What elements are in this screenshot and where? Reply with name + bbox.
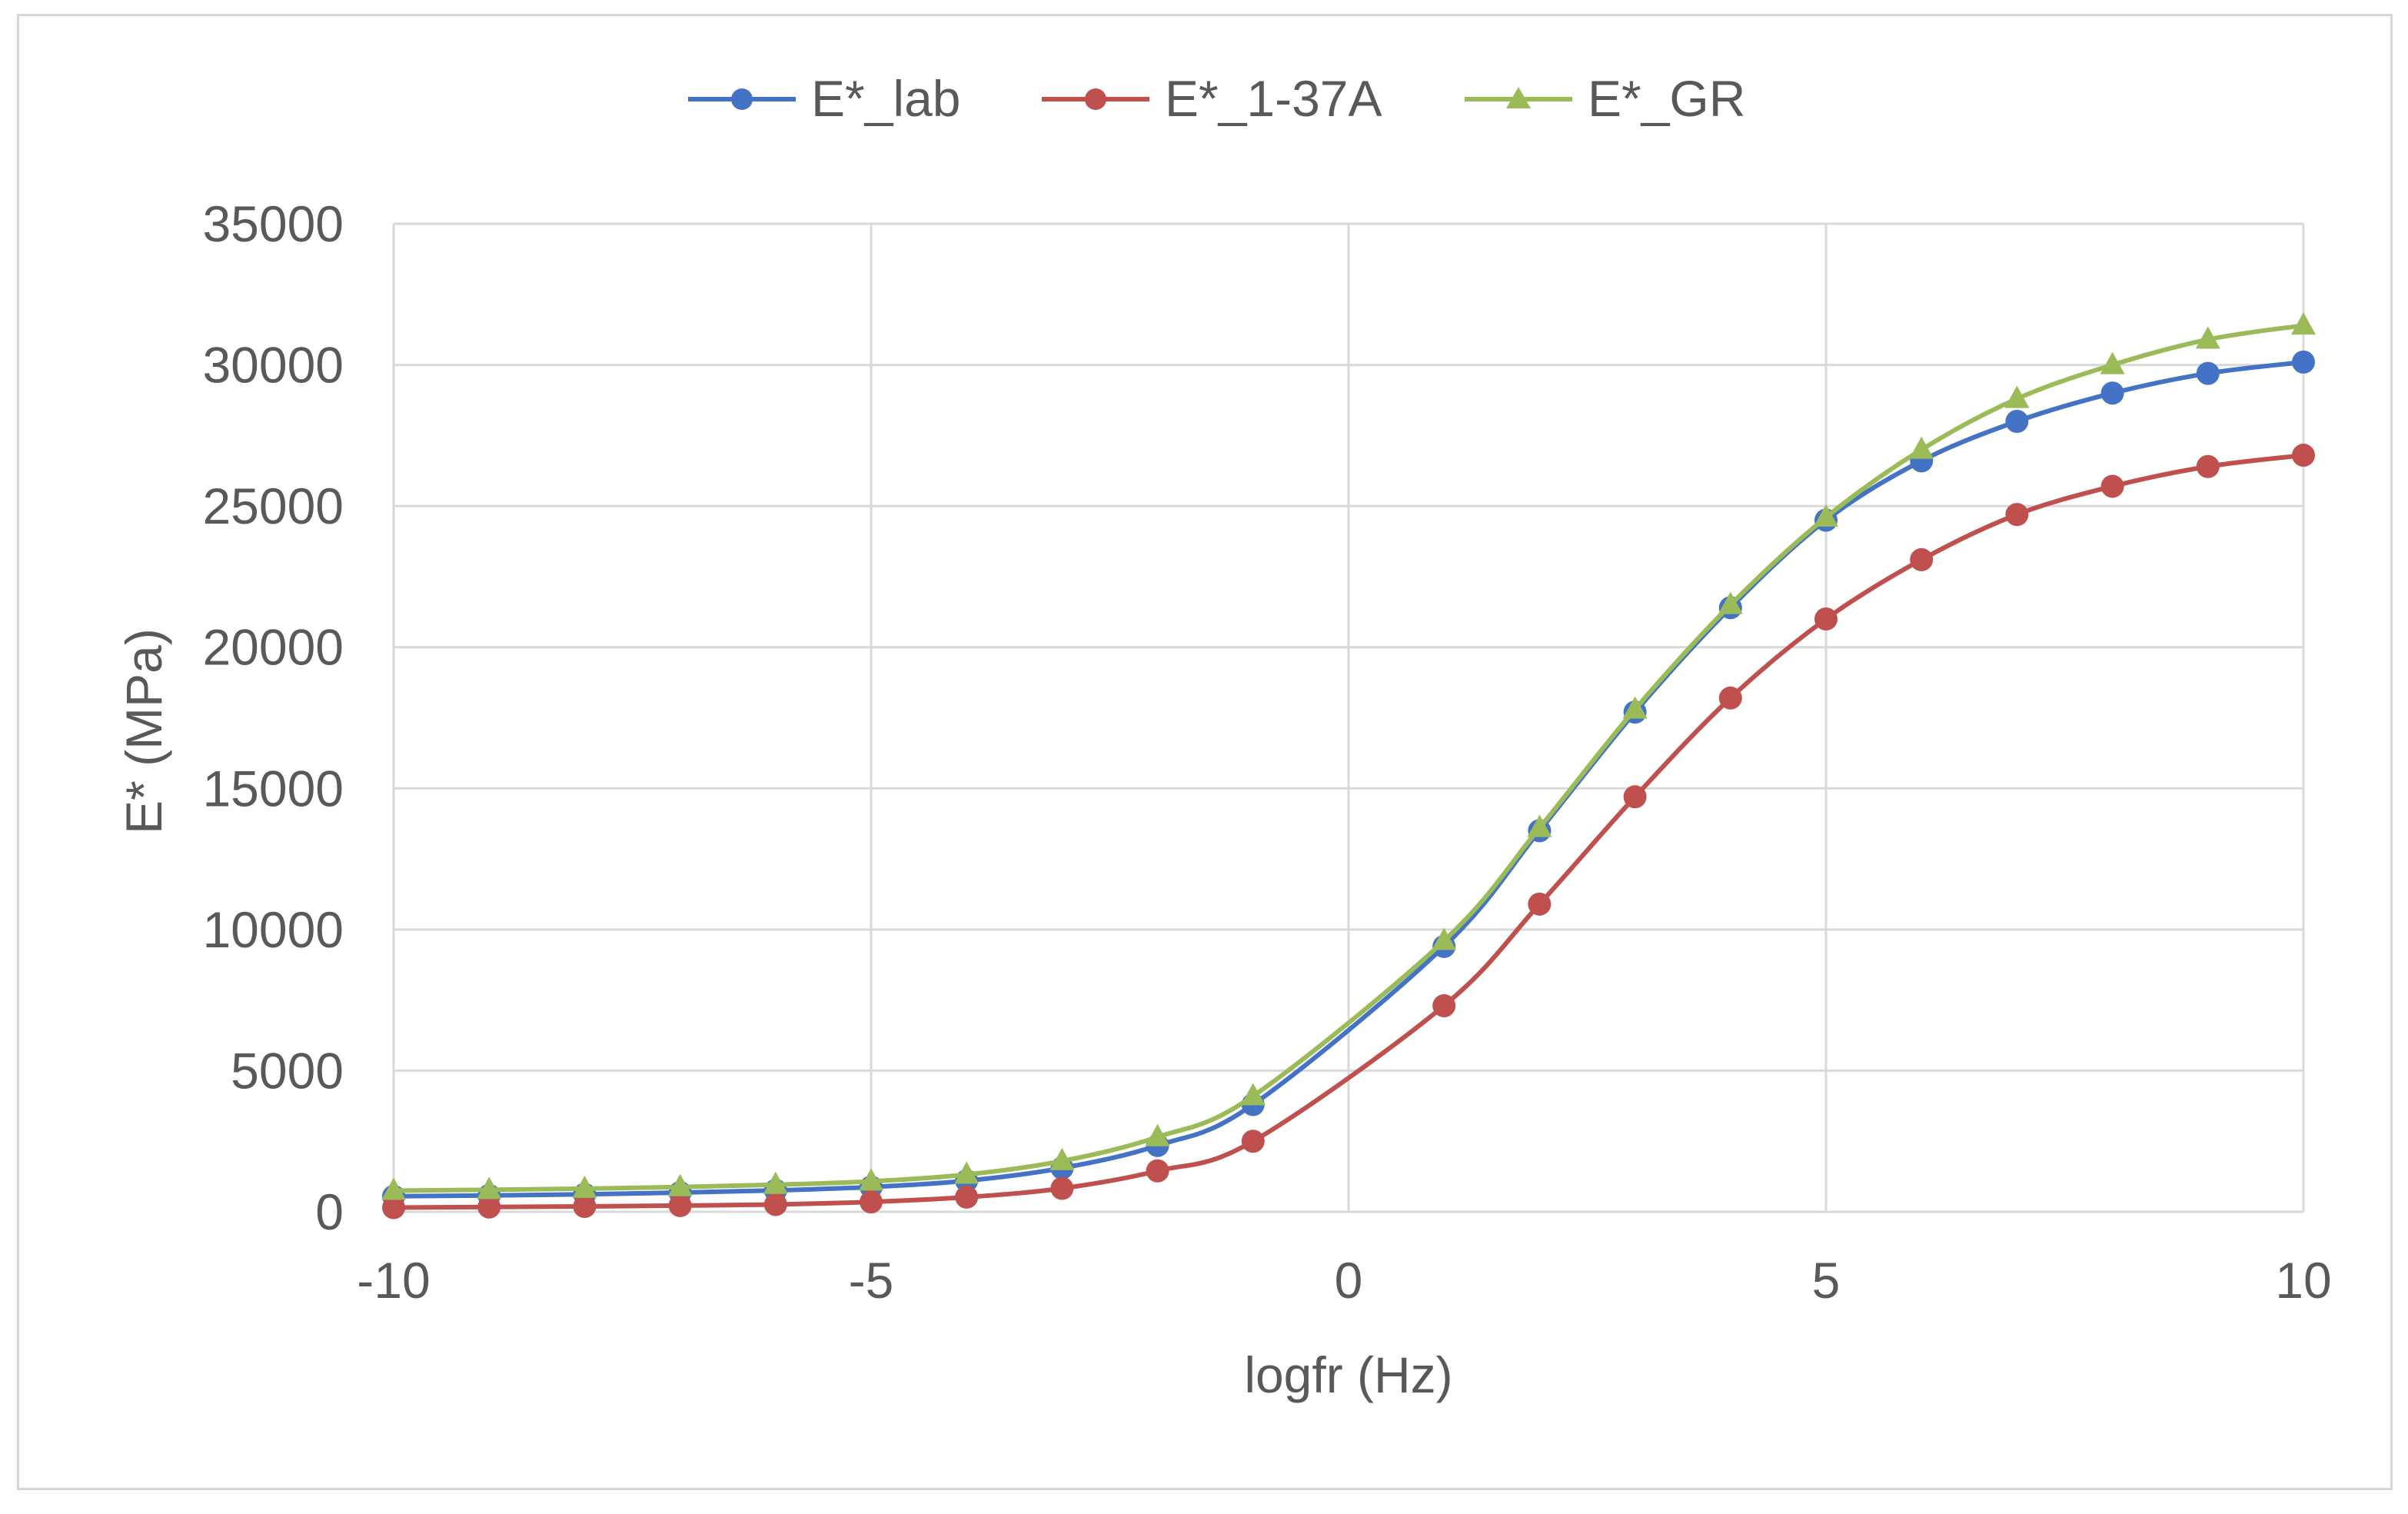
legend: E*_lab E*_1-37A E*_GR xyxy=(688,70,1745,127)
data-point xyxy=(2100,381,2124,405)
data-point xyxy=(1814,607,1838,631)
x-tick-label: -5 xyxy=(849,1252,894,1309)
data-point xyxy=(1240,1083,1266,1106)
data-point xyxy=(668,1193,692,1217)
tick-labels: 0 5000 10000 15000 20000 25000 30000 35000 -10 -5… xyxy=(202,195,2331,1309)
data-point xyxy=(954,1161,979,1184)
data-point xyxy=(1241,1130,1265,1153)
data-point xyxy=(2292,444,2315,468)
x-tick-label: 10 xyxy=(2275,1252,2331,1309)
data-point xyxy=(667,1173,693,1196)
series-gr xyxy=(381,312,2316,1200)
legend-marker-gr xyxy=(1506,87,1531,108)
y-axis-title: E* (MPa) xyxy=(115,628,172,834)
data-point xyxy=(477,1176,502,1200)
x-tick-label: -10 xyxy=(357,1252,430,1309)
y-tick-label: 30000 xyxy=(202,337,344,394)
data-point xyxy=(2291,312,2316,335)
data-point xyxy=(860,1190,883,1214)
chart-area: 0 5000 10000 15000 20000 25000 30000 35000 -10 -5… xyxy=(17,14,2393,1490)
data-point xyxy=(1049,1147,1075,1170)
series-group xyxy=(381,312,2316,1220)
legend-marker-137a xyxy=(1085,88,1106,110)
data-point xyxy=(1528,892,1552,916)
data-point xyxy=(2196,454,2220,478)
data-point xyxy=(2005,410,2029,433)
y-tick-label: 15000 xyxy=(202,760,344,817)
data-point xyxy=(573,1195,597,1219)
data-point xyxy=(2196,361,2220,385)
x-tick-label: 5 xyxy=(1812,1252,1841,1309)
data-point xyxy=(1527,814,1552,837)
y-tick-label: 35000 xyxy=(202,195,344,252)
data-point xyxy=(477,1195,501,1219)
legend-label-lab: E*_lab xyxy=(811,70,961,127)
y-tick-label: 20000 xyxy=(202,619,344,676)
series-137a xyxy=(382,444,2315,1220)
series-line-gr xyxy=(393,323,2304,1193)
y-tick-label: 0 xyxy=(315,1183,344,1240)
x-axis-title: logfr (Hz) xyxy=(1244,1346,1452,1403)
legend-label-137a: E*_1-37A xyxy=(1165,70,1382,127)
grid xyxy=(392,222,2305,1213)
data-point xyxy=(2100,351,2125,374)
series-line-lab xyxy=(393,359,2304,1199)
data-point xyxy=(1050,1176,1074,1200)
data-point xyxy=(1145,1123,1170,1146)
data-point xyxy=(2195,326,2220,349)
data-point xyxy=(1146,1159,1169,1183)
legend-label-gr: E*_GR xyxy=(1588,70,1745,127)
data-point xyxy=(2100,474,2124,498)
data-point xyxy=(1910,547,1934,571)
data-point xyxy=(1623,785,1647,809)
data-point xyxy=(1622,696,1648,719)
x-tick-label: 0 xyxy=(1335,1252,1363,1309)
data-point xyxy=(763,1171,788,1194)
y-tick-label: 5000 xyxy=(231,1042,344,1099)
data-point xyxy=(2004,385,2030,408)
data-point xyxy=(2005,503,2029,527)
data-point xyxy=(1814,504,1838,527)
data-point xyxy=(955,1185,979,1209)
data-point xyxy=(1432,927,1457,950)
data-point xyxy=(1718,591,1743,614)
line-chart: 0 5000 10000 15000 20000 25000 30000 35000 -10 -5… xyxy=(115,70,2332,1403)
y-tick-label: 25000 xyxy=(202,477,344,534)
data-point xyxy=(1909,436,1934,459)
data-point xyxy=(1718,686,1742,710)
series-line-137a xyxy=(393,453,2304,1210)
y-tick-label: 10000 xyxy=(202,901,344,958)
legend-marker-lab xyxy=(731,88,753,110)
data-point xyxy=(1432,993,1456,1017)
data-point xyxy=(763,1193,787,1216)
data-point xyxy=(382,1196,405,1220)
data-point xyxy=(381,1177,406,1200)
data-point xyxy=(2292,350,2315,374)
data-point xyxy=(572,1175,597,1198)
data-point xyxy=(859,1168,883,1191)
